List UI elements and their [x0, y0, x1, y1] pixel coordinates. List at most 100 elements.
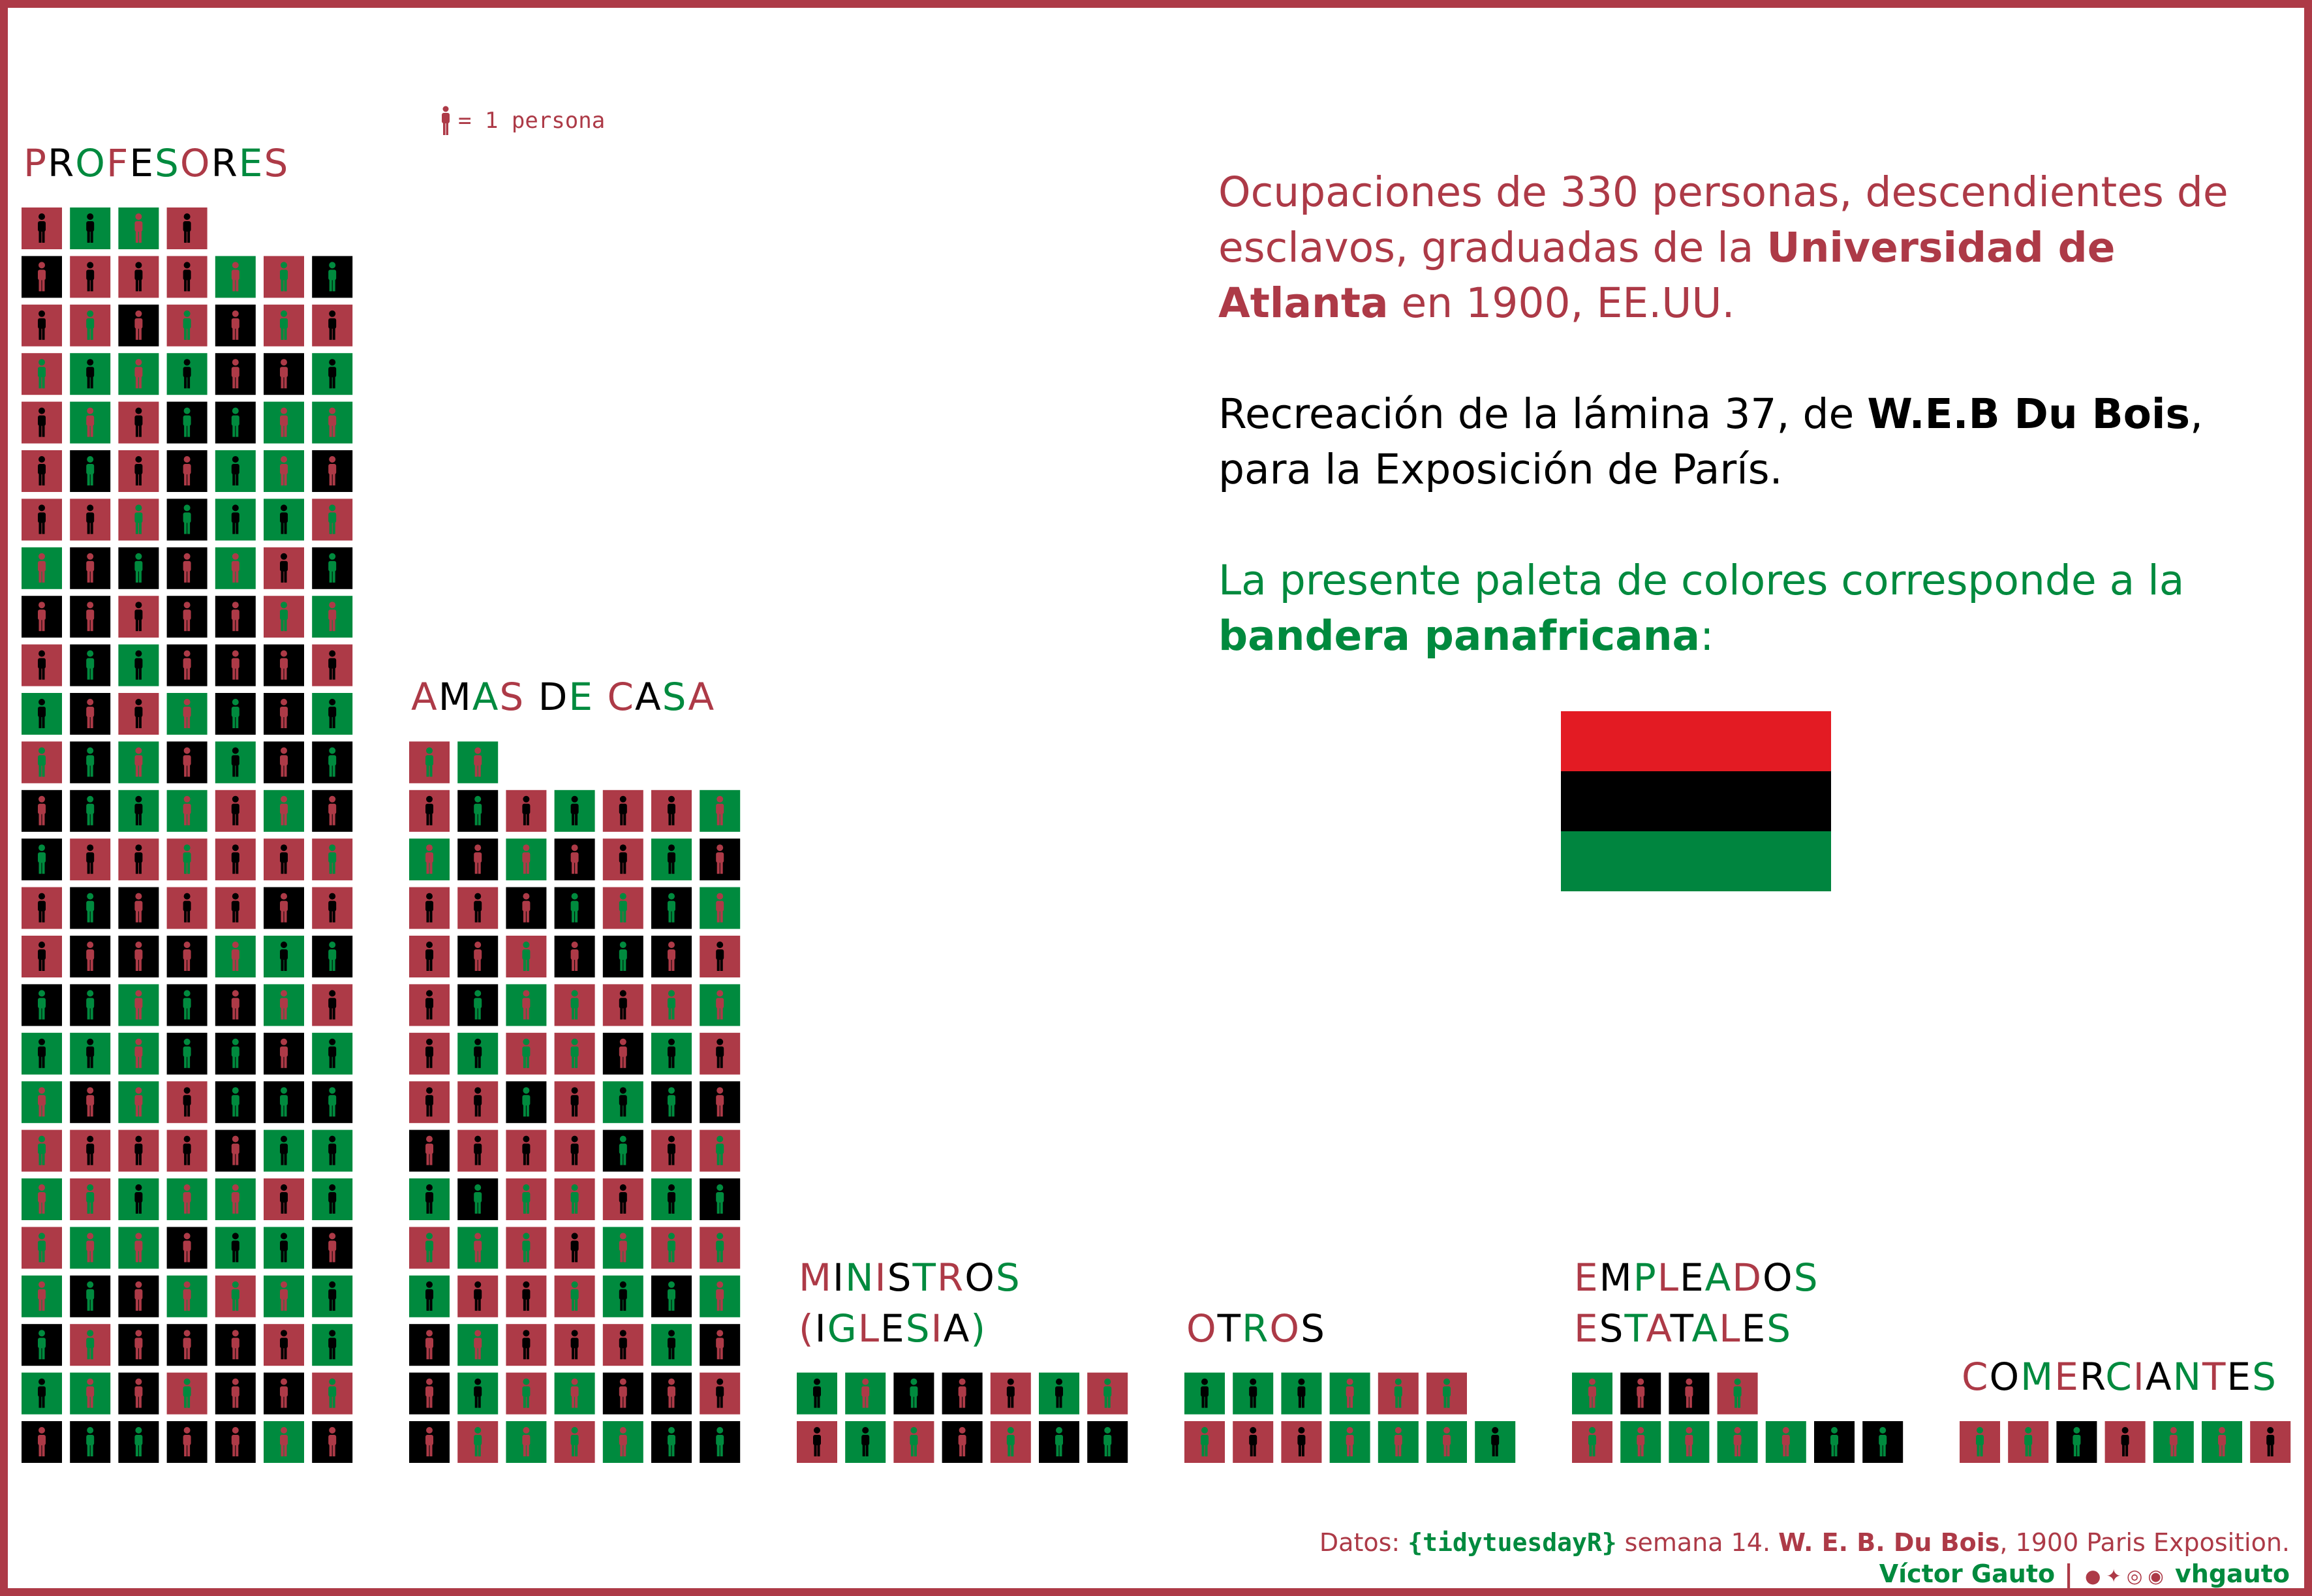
- waffle-block: [20, 206, 354, 1464]
- waffle-cell: [117, 740, 161, 785]
- waffle-cell: [262, 1371, 305, 1416]
- waffle-cell: [311, 885, 354, 930]
- waffle-cell: [117, 643, 161, 688]
- waffle-cell: [69, 643, 112, 688]
- waffle-cell: [165, 1031, 209, 1076]
- waffle-cell: [698, 1031, 742, 1076]
- category-label: OTROS: [1186, 1306, 1326, 1351]
- waffle-cell: [69, 788, 112, 833]
- mastodon-icon[interactable]: ◉: [2148, 1565, 2164, 1587]
- author-handle[interactable]: vhgauto: [2175, 1559, 2290, 1588]
- waffle-cell: [504, 837, 548, 882]
- waffle-cell: [262, 934, 305, 979]
- waffle-cell: [311, 1128, 354, 1173]
- waffle-cell: [1183, 1420, 1226, 1464]
- waffle-cell: [69, 352, 112, 397]
- waffle-cell: [20, 1420, 63, 1464]
- waffle-cell: [2151, 1420, 2195, 1464]
- waffle-cell: [989, 1420, 1032, 1464]
- waffle-cell: [311, 400, 354, 445]
- waffle-cell: [456, 885, 500, 930]
- waffle-cell: [311, 254, 354, 299]
- waffle-cell: [262, 1323, 305, 1368]
- waffle-cell: [213, 740, 257, 785]
- waffle-cell: [504, 1128, 548, 1173]
- waffle-cell: [650, 1128, 693, 1173]
- waffle-cell: [456, 788, 500, 833]
- description-credit: Recreación de la lámina 37, de W.E.B Du …: [1218, 390, 2204, 493]
- instagram-icon[interactable]: ◎: [2126, 1565, 2143, 1587]
- waffle-cell: [2200, 1420, 2243, 1464]
- waffle-cell: [456, 1371, 500, 1416]
- waffle-cell: [311, 352, 354, 397]
- waffle-cell: [165, 740, 209, 785]
- waffle-cell: [165, 303, 209, 348]
- waffle-cell: [69, 692, 112, 736]
- waffle-cell: [456, 1128, 500, 1173]
- waffle-cell: [1231, 1420, 1275, 1464]
- waffle-cell: [262, 692, 305, 736]
- waffle-cell: [601, 1420, 645, 1464]
- waffle-cell: [1038, 1420, 1081, 1464]
- waffle-cell: [20, 837, 63, 882]
- waffle-cell: [117, 1031, 161, 1076]
- waffle-cell: [456, 1031, 500, 1076]
- category-label: MINISTROS (IGLESIA): [799, 1255, 1021, 1351]
- waffle-cell: [117, 545, 161, 591]
- waffle-cell: [262, 740, 305, 785]
- waffle-cell: [553, 983, 596, 1028]
- waffle-cell: [601, 1274, 645, 1319]
- waffle-cell: [311, 1080, 354, 1125]
- waffle-cell: [698, 1274, 742, 1319]
- waffle-cell: [650, 1274, 693, 1319]
- waffle-cell: [69, 885, 112, 930]
- waffle-cell: [311, 1177, 354, 1221]
- waffle-cell: [1425, 1371, 1468, 1416]
- waffle-cell: [698, 1225, 742, 1270]
- waffle-cell: [504, 885, 548, 930]
- waffle-cell: [165, 1371, 209, 1416]
- waffle-cell: [262, 400, 305, 445]
- waffle-cell: [408, 788, 451, 833]
- waffle-cell: [1086, 1371, 1130, 1416]
- waffle-cell: [213, 1420, 257, 1464]
- waffle-cell: [262, 1177, 305, 1221]
- waffle-cell: [940, 1371, 984, 1416]
- waffle-cell: [311, 740, 354, 785]
- waffle-cell: [311, 545, 354, 591]
- separator: |: [2064, 1559, 2073, 1588]
- waffle-cell: [698, 1080, 742, 1125]
- waffle-cell: [69, 594, 112, 639]
- waffle-cell: [20, 497, 63, 542]
- waffle-cell: [213, 692, 257, 736]
- waffle-cell: [698, 983, 742, 1028]
- waffle-cell: [20, 934, 63, 979]
- category-label: COMERCIANTES: [1962, 1355, 2277, 1399]
- waffle-cell: [69, 1274, 112, 1319]
- waffle-cell: [20, 1225, 63, 1270]
- waffle-cell: [892, 1420, 936, 1464]
- waffle-cell: [795, 1371, 839, 1416]
- waffle-cell: [117, 497, 161, 542]
- waffle-cell: [311, 837, 354, 882]
- waffle-cell: [504, 1031, 548, 1076]
- waffle-cell: [262, 449, 305, 493]
- waffle-cell: [262, 352, 305, 397]
- waffle-cell: [117, 1128, 161, 1173]
- waffle-cell: [311, 449, 354, 493]
- waffle-cell: [69, 1128, 112, 1173]
- waffle-cell: [1473, 1420, 1517, 1464]
- footer-source: Datos: {tidytuesdayR} semana 14. W. E. B…: [1319, 1528, 2290, 1557]
- waffle-cell: [1425, 1420, 1468, 1464]
- github-icon[interactable]: ●: [2084, 1565, 2101, 1587]
- waffle-cell: [553, 934, 596, 979]
- waffle-cell: [117, 983, 161, 1028]
- waffle-cell: [1571, 1420, 1614, 1464]
- waffle-cell: [311, 1225, 354, 1270]
- waffle-cell: [698, 1128, 742, 1173]
- waffle-cell: [165, 449, 209, 493]
- waffle-cell: [650, 1225, 693, 1270]
- waffle-cell: [20, 206, 63, 251]
- waffle-cell: [1813, 1420, 1856, 1464]
- twitter-icon[interactable]: ✦: [2106, 1565, 2121, 1587]
